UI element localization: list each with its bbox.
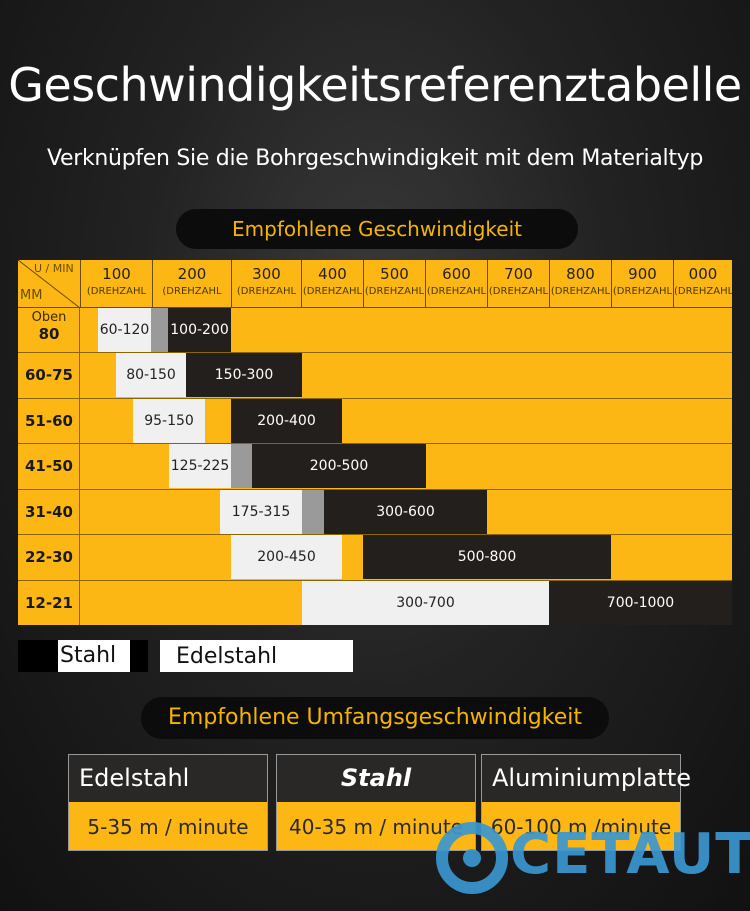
row-divider — [18, 580, 732, 581]
legend-steel: Stahl — [18, 640, 148, 672]
row-label: Oben 80 — [31, 310, 67, 343]
column-header: 200 (DREHZAHL — [152, 260, 231, 308]
stainless-range-bar: 200-450 — [231, 535, 342, 579]
card-value: 5-35 m / minute — [69, 802, 267, 850]
page-subtitle: Verknüpfen Sie die Bohrgeschwindigkeit m… — [46, 146, 704, 171]
legend-steel-swatch — [18, 640, 58, 672]
card-title: Edelstahl — [69, 755, 267, 802]
diagonal-divider — [18, 260, 80, 308]
stainless-range-bar: 60-120 — [98, 308, 151, 352]
corner-mm-label: MM — [20, 288, 43, 303]
column-header: 700 (DREHZAHL — [487, 260, 549, 308]
row-divider — [18, 534, 732, 535]
logo-text: CETAUT — [510, 822, 750, 887]
section-heading-surface-speed: Empfohlene Umfangsgeschwindigkeit — [141, 697, 609, 739]
column-header: 800 (DREHZAHL — [549, 260, 611, 308]
table-corner: U / MIN MM — [18, 260, 80, 308]
stainless-range-bar: 175-315 — [220, 490, 302, 534]
legend-stainless: Edelstahl — [160, 640, 353, 672]
label-column-divider — [79, 308, 80, 625]
column-header: 500 (DREHZAHL — [363, 260, 425, 308]
card-title: Aluminiumplatte — [482, 755, 691, 802]
column-header: 300 (DREHZAHL — [231, 260, 301, 308]
overlap-bar — [302, 490, 324, 534]
column-header: 400 (DREHZAHL — [301, 260, 363, 308]
column-header: 600 (DREHZAHL — [425, 260, 487, 308]
stainless-range-bar: 125-225 — [169, 444, 231, 488]
steel-range-bar: 150-300 — [186, 353, 302, 397]
column-header: 000 (DREHZAHL — [673, 260, 732, 308]
row-label: 22-30 — [25, 548, 73, 566]
row-divider — [18, 352, 732, 353]
column-header: 100 (DREHZAHL — [80, 260, 152, 308]
row-divider — [18, 443, 732, 444]
steel-range-bar: 500-800 — [363, 535, 611, 579]
row-label: 12-21 — [25, 594, 73, 612]
row-label: 60-75 — [25, 366, 73, 384]
card-aluminium: Aluminiumplatte 60-100 m /minute — [481, 754, 691, 851]
stainless-range-bar: 300-700 — [302, 581, 549, 625]
page-title: Geschwindigkeitsreferenztabelle — [8, 58, 742, 112]
overlap-bar — [231, 444, 252, 488]
legend-stainless-label: Edelstahl — [176, 644, 278, 669]
card-title: Stahl — [277, 755, 475, 802]
row-label: 41-50 — [25, 457, 73, 475]
speed-table: U / MIN MM 100 (DREHZAHL 200 (DREHZAHL 300… — [18, 260, 732, 625]
card-value: 60-100 m /minute — [482, 802, 680, 850]
section-heading-speed: Empfohlene Geschwindigkeit — [176, 209, 578, 249]
row-label: 31-40 — [25, 503, 73, 521]
card-stainless: Edelstahl 5-35 m / minute — [68, 754, 268, 851]
legend-steel-swatch-right — [130, 640, 148, 672]
steel-range-bar: 200-500 — [252, 444, 426, 488]
steel-range-bar: 300-600 — [324, 490, 487, 534]
row-divider — [18, 489, 732, 490]
corner-rpm-label: U / MIN — [34, 262, 74, 275]
steel-range-bar: 700-1000 — [549, 581, 732, 625]
legend-steel-label: Stahl — [60, 643, 117, 668]
steel-range-bar: 100-200 — [168, 308, 231, 352]
stainless-range-bar: 80-150 — [116, 353, 186, 397]
overlap-bar — [151, 308, 168, 352]
brand-logo: CETAUT — [434, 818, 750, 896]
stainless-range-bar: 95-150 — [133, 399, 205, 443]
logo-mark-icon — [436, 822, 508, 894]
column-header: 900 (DREHZAHL — [611, 260, 673, 308]
steel-range-bar: 200-400 — [231, 399, 342, 443]
row-label: 51-60 — [25, 412, 73, 430]
row-divider — [18, 398, 732, 399]
